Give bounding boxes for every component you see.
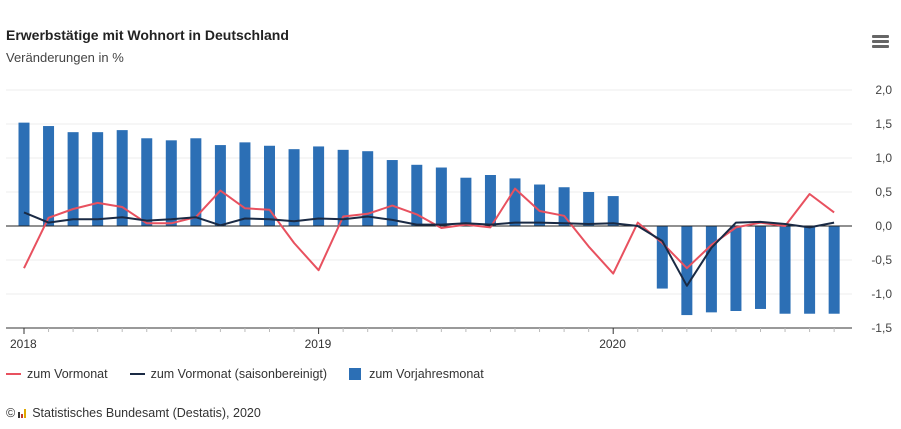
y-tick-label: -1,5: [871, 321, 892, 335]
legend-bar-swatch: [349, 368, 362, 380]
y-tick-label: 1,5: [875, 117, 892, 131]
bar: [681, 226, 693, 316]
bar: [534, 184, 546, 226]
bar: [558, 187, 570, 226]
bar: [411, 164, 423, 226]
y-tick-label: 2,0: [875, 83, 892, 97]
legend-label: zum Vormonat: [27, 367, 108, 381]
credits-text: Statistisches Bundesamt (Destatis), 2020: [32, 406, 261, 420]
bar: [779, 226, 791, 314]
bar: [607, 196, 619, 226]
bar: [828, 226, 840, 314]
x-tick-label: 2020: [599, 337, 626, 351]
bar: [43, 126, 55, 226]
grid-lines: [6, 89, 852, 295]
bar: [116, 130, 128, 226]
legend-item-vorjahresmonat[interactable]: zum Vorjahresmonat: [349, 367, 484, 381]
bar: [214, 145, 226, 226]
y-tick-label: 0,0: [875, 219, 892, 233]
hamburger-menu-icon[interactable]: [872, 35, 889, 49]
bar: [288, 149, 300, 226]
bar: [165, 140, 177, 226]
bar: [67, 132, 79, 226]
x-tick-label: 2018: [10, 337, 37, 351]
legend-line-swatch: [129, 373, 145, 375]
bar: [583, 192, 595, 226]
bar: [362, 151, 374, 226]
legend-label: zum Vorjahresmonat: [369, 367, 484, 381]
bar: [435, 167, 447, 226]
chart-subtitle: Veränderungen in %: [6, 50, 124, 65]
y-tick-label: -0,5: [871, 253, 892, 267]
bar: [141, 138, 153, 226]
copyright-icon: ©: [6, 406, 16, 420]
y-tick-label: -1,0: [871, 287, 892, 301]
bar: [313, 146, 325, 226]
bar: [484, 175, 496, 226]
x-tick-label: 2019: [305, 337, 332, 351]
legend-line-swatch: [6, 373, 21, 375]
x-axis: 2018 2019 2020: [6, 327, 852, 351]
series-line: [23, 211, 835, 287]
legend-label: zum Vormonat (saisonbereinigt): [150, 367, 328, 381]
bar: [239, 142, 251, 226]
credits[interactable]: © Statistisches Bundesamt (Destatis), 20…: [6, 406, 261, 420]
bar: [460, 177, 472, 226]
y-axis: 2,0 1,5 1,0 0,5 0,0 -0,5 -1,0 -1,5: [871, 83, 892, 335]
bar: [337, 149, 349, 226]
bar: [190, 138, 202, 226]
bar: [730, 226, 742, 311]
chart-title: Erwerbstätige mit Wohnort in Deutschland: [6, 27, 289, 43]
bar-series: [18, 122, 840, 316]
legend-item-vormonat[interactable]: zum Vormonat: [6, 367, 108, 381]
bar: [509, 178, 521, 226]
line-series: [23, 187, 835, 287]
series-line: [23, 187, 835, 275]
bar: [386, 160, 398, 226]
legend: zum Vormonat zum Vormonat (saisonbereini…: [6, 367, 506, 381]
bar: [18, 122, 30, 226]
bar: [656, 226, 668, 289]
legend-item-vormonat-saisonbereinigt[interactable]: zum Vormonat (saisonbereinigt): [129, 367, 328, 381]
y-tick-label: 0,5: [875, 185, 892, 199]
bar: [264, 145, 275, 226]
destatis-logo-icon: [18, 408, 28, 418]
bar: [92, 132, 104, 226]
y-tick-label: 1,0: [875, 151, 892, 165]
bar: [804, 226, 816, 314]
bar: [755, 226, 766, 309]
bar: [705, 226, 717, 313]
